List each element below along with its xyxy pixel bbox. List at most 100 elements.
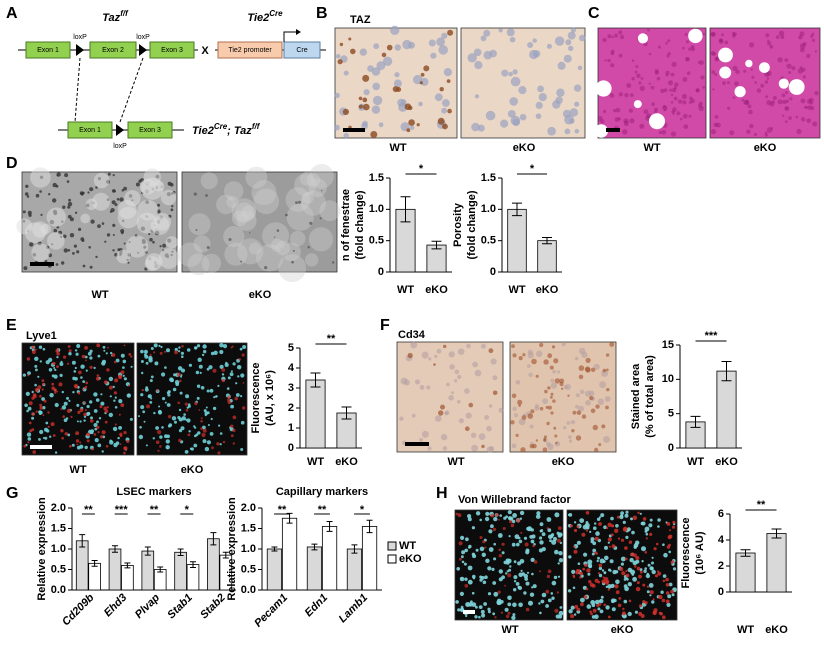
image-texture — [118, 413, 121, 416]
image-texture — [143, 168, 161, 186]
image-texture — [688, 114, 692, 118]
image-texture — [573, 613, 577, 616]
image-texture — [542, 447, 548, 453]
image-texture — [177, 366, 183, 371]
image-texture — [552, 369, 556, 374]
image-texture — [420, 77, 429, 86]
image-texture — [610, 516, 614, 521]
image-texture — [194, 434, 197, 438]
image-texture — [695, 88, 700, 93]
image-texture — [538, 602, 541, 605]
image-texture — [604, 59, 607, 62]
image-texture — [480, 609, 485, 614]
image-texture — [394, 72, 400, 78]
image-texture — [135, 182, 140, 187]
image-texture — [96, 425, 100, 429]
bar — [88, 562, 101, 591]
image-texture — [76, 250, 80, 254]
image-texture — [782, 99, 787, 105]
image-texture — [622, 129, 628, 135]
image-texture — [676, 111, 681, 116]
image-label: eKO — [181, 464, 204, 476]
image-texture — [764, 133, 768, 137]
image-texture — [93, 392, 98, 397]
image-texture — [97, 224, 101, 229]
error-bar — [222, 551, 229, 559]
image-texture — [31, 243, 50, 262]
image-texture — [531, 572, 534, 576]
image-texture — [101, 430, 106, 435]
image-texture — [457, 608, 461, 612]
image-texture — [321, 190, 323, 192]
image-texture — [96, 374, 100, 377]
image-texture — [778, 78, 789, 89]
image-texture — [291, 260, 294, 264]
image-texture — [438, 45, 449, 55]
image-texture — [164, 401, 167, 404]
bar — [153, 569, 167, 591]
image-texture — [171, 205, 174, 208]
image-texture — [780, 35, 785, 39]
image-texture — [743, 69, 747, 73]
image-texture — [748, 109, 753, 115]
image-texture — [527, 364, 531, 368]
image-texture — [370, 131, 378, 138]
image-texture — [657, 518, 661, 522]
image-texture — [93, 423, 98, 427]
image-texture — [458, 418, 464, 424]
image-texture — [729, 130, 735, 136]
error-bar — [740, 549, 751, 557]
image-texture — [103, 380, 108, 385]
image-texture — [423, 65, 430, 72]
image-texture — [649, 594, 652, 597]
image-texture — [305, 253, 319, 267]
exon — [89, 41, 137, 59]
image-texture — [207, 424, 210, 426]
image-texture — [749, 42, 755, 48]
image-texture — [553, 358, 559, 364]
error-bar — [431, 240, 442, 250]
image-texture — [129, 417, 133, 421]
image-texture — [635, 540, 640, 545]
image-texture — [150, 216, 170, 235]
image-texture — [546, 43, 552, 49]
image-texture — [565, 384, 571, 390]
image-texture — [224, 181, 244, 201]
image-texture — [632, 515, 638, 520]
exon-label: Exon 2 — [102, 47, 124, 54]
image-texture — [651, 561, 654, 565]
image-texture — [510, 523, 515, 528]
image-texture — [547, 598, 552, 603]
image-texture — [183, 413, 186, 416]
y-axis-label: (fold change) — [354, 190, 366, 259]
image-texture — [607, 541, 610, 544]
image-texture — [510, 420, 515, 425]
image-texture — [516, 518, 521, 523]
image-texture — [273, 236, 276, 238]
image-texture — [642, 600, 646, 604]
image-texture — [421, 430, 429, 438]
image-texture — [661, 598, 666, 603]
image-texture — [278, 254, 307, 282]
image-texture — [120, 231, 124, 235]
image-texture — [52, 182, 57, 188]
image-texture — [702, 86, 705, 89]
image-texture — [569, 118, 575, 124]
image-texture — [566, 421, 571, 425]
image-texture — [128, 353, 132, 356]
image-texture — [593, 526, 597, 530]
image-texture — [568, 609, 573, 614]
image-texture — [226, 387, 230, 390]
image-texture — [681, 93, 688, 100]
image-texture — [618, 30, 623, 35]
image-texture — [669, 88, 673, 92]
image-texture — [112, 385, 115, 389]
image-texture — [108, 376, 114, 382]
image-texture — [529, 535, 534, 539]
legend-swatch — [387, 554, 397, 564]
image-texture — [577, 562, 581, 565]
image-texture — [181, 355, 184, 359]
image-texture — [512, 602, 517, 608]
y-axis-label: (10⁶ AU) — [694, 531, 706, 574]
bar — [306, 546, 323, 591]
